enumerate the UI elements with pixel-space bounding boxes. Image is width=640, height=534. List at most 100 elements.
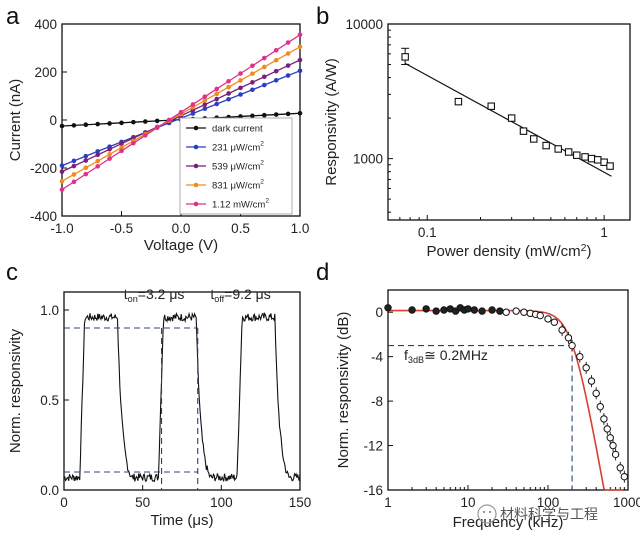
panel-a-marker (285, 51, 291, 56)
panel-d-xtick-label: 10 (460, 495, 475, 510)
panel-a-xtick-label: 0.0 (172, 221, 191, 236)
panel-a-marker (95, 164, 100, 169)
panel-a-marker (226, 84, 231, 90)
panel-a-marker (59, 178, 65, 184)
panel-a-marker (285, 111, 291, 117)
panel-a-marker (59, 169, 65, 174)
panel-d-point (600, 415, 608, 423)
panel-b-axes-frame (387, 23, 631, 221)
panel-b-point (554, 145, 562, 153)
panel-d-point (408, 306, 416, 314)
panel-d-point (592, 389, 600, 398)
panel-a-marker (107, 156, 112, 161)
panel-c-ylabel: Norm. responsivity (7, 328, 24, 453)
panel-d-point (502, 308, 510, 316)
panel-a-marker (226, 96, 231, 102)
panel-a-legend-label: 1.12 mW/cm2 (212, 198, 269, 211)
watermark-text: 材料科学与工程 (500, 507, 598, 523)
panel-d-ytick-label: -4 (371, 350, 383, 365)
panel-d-point (568, 341, 576, 350)
panel-a-marker (119, 148, 124, 154)
panel-a-marker (262, 55, 267, 61)
panel-a-legend-label: 231 μW/cm2 (212, 141, 264, 154)
panel-a-marker (273, 47, 279, 53)
panel-letter-b: b (316, 3, 329, 30)
panel-c-ytick-label: 1.0 (40, 303, 59, 318)
panel-b-point (401, 53, 409, 61)
panel-a-legend-marker (193, 125, 199, 131)
panel-b-point (587, 154, 596, 163)
panel-b-point (542, 141, 550, 150)
panel-a-marker (250, 80, 255, 85)
panel-d-point (464, 305, 472, 313)
panel-d-xtick-label: 1000 (613, 495, 640, 510)
panel-d-ytick-label: -16 (363, 483, 383, 498)
panel-a-marker (119, 120, 124, 126)
panel-c-annotation: toff=9.2 μs (210, 286, 270, 304)
panel-a-marker (143, 119, 148, 124)
panel-a-legend-marker (193, 144, 199, 150)
panel-a-marker (238, 78, 243, 83)
panel-a-ytick-label: -200 (30, 161, 57, 176)
panel-a-xtick-label: -0.5 (110, 221, 133, 236)
panel-b-point (564, 148, 573, 156)
panel-a-marker (71, 123, 77, 128)
panel-a-marker (214, 101, 219, 107)
panel-a-xtick-label: 0.5 (231, 221, 250, 236)
panel-d-point (512, 307, 520, 315)
panel-d-xtick-label: 100 (537, 495, 560, 510)
panel-a-marker (273, 112, 279, 117)
panel-letter-c: c (6, 259, 18, 286)
panel-d-point (478, 307, 486, 315)
panel-a-marker (238, 85, 243, 91)
panel-a-marker (59, 187, 65, 192)
panel-d-point (620, 472, 629, 481)
panel-a-marker (202, 98, 208, 103)
panel-a-marker (250, 87, 255, 93)
panel-a-marker (214, 91, 219, 97)
panel-a-marker (226, 91, 231, 96)
panel-d-point (496, 307, 504, 315)
panel-d-point (488, 306, 496, 314)
panel-d-xtick-label: 1 (384, 495, 392, 510)
panel-a-marker (71, 163, 77, 169)
panel-a-marker (59, 163, 65, 168)
panel-a-ytick-label: 400 (34, 17, 57, 32)
panel-a-marker (71, 158, 77, 164)
panel-a-marker (238, 92, 243, 97)
panel-a-marker (131, 140, 136, 146)
panel-a-marker (214, 96, 219, 102)
panel-d-point (596, 402, 604, 411)
panel-c-ytick-label: 0.0 (40, 483, 59, 498)
panel-a-marker (119, 145, 124, 150)
panel-d-annotation: f3dB≅ 0.2MHz (404, 347, 488, 365)
panel-b-chart: 0.1 1 1000 10000 Power density (mW/cm2) Respo… (323, 17, 631, 260)
panel-d-point (432, 307, 440, 315)
panel-a-xtick-label: 1.0 (291, 221, 310, 236)
panel-a-marker (190, 102, 196, 107)
panel-b-point (606, 162, 614, 170)
panel-a-ylabel: Current (nA) (7, 79, 24, 162)
panel-b-xlabel: Power density (mW/cm2) (426, 242, 591, 260)
panel-d-point (611, 450, 620, 459)
panel-a-marker (250, 71, 255, 76)
panel-a-marker (71, 179, 77, 185)
panel-a-marker (83, 165, 89, 171)
panel-d-point (520, 308, 528, 316)
panel-a-marker (83, 158, 89, 163)
panel-d-point (587, 377, 596, 385)
panel-a-xlabel: Voltage (V) (144, 237, 218, 254)
panel-a-marker (83, 153, 89, 159)
panel-a-marker (131, 119, 136, 125)
panel-d-point (582, 364, 590, 372)
panel-a-legend-marker (193, 201, 199, 207)
panel-a-marker (154, 118, 160, 124)
panel-a-ytick-label: -400 (30, 209, 57, 224)
panel-d-point (616, 464, 624, 472)
panel-a-marker (285, 73, 291, 78)
panel-b-point (507, 114, 516, 122)
panel-b-ytick-label: 1000 (353, 152, 383, 167)
panel-a-legend-label: 539 μW/cm2 (212, 160, 264, 173)
panel-a-marker (83, 171, 89, 177)
panel-b-ylabel: Responsivity (A/W) (323, 58, 340, 186)
